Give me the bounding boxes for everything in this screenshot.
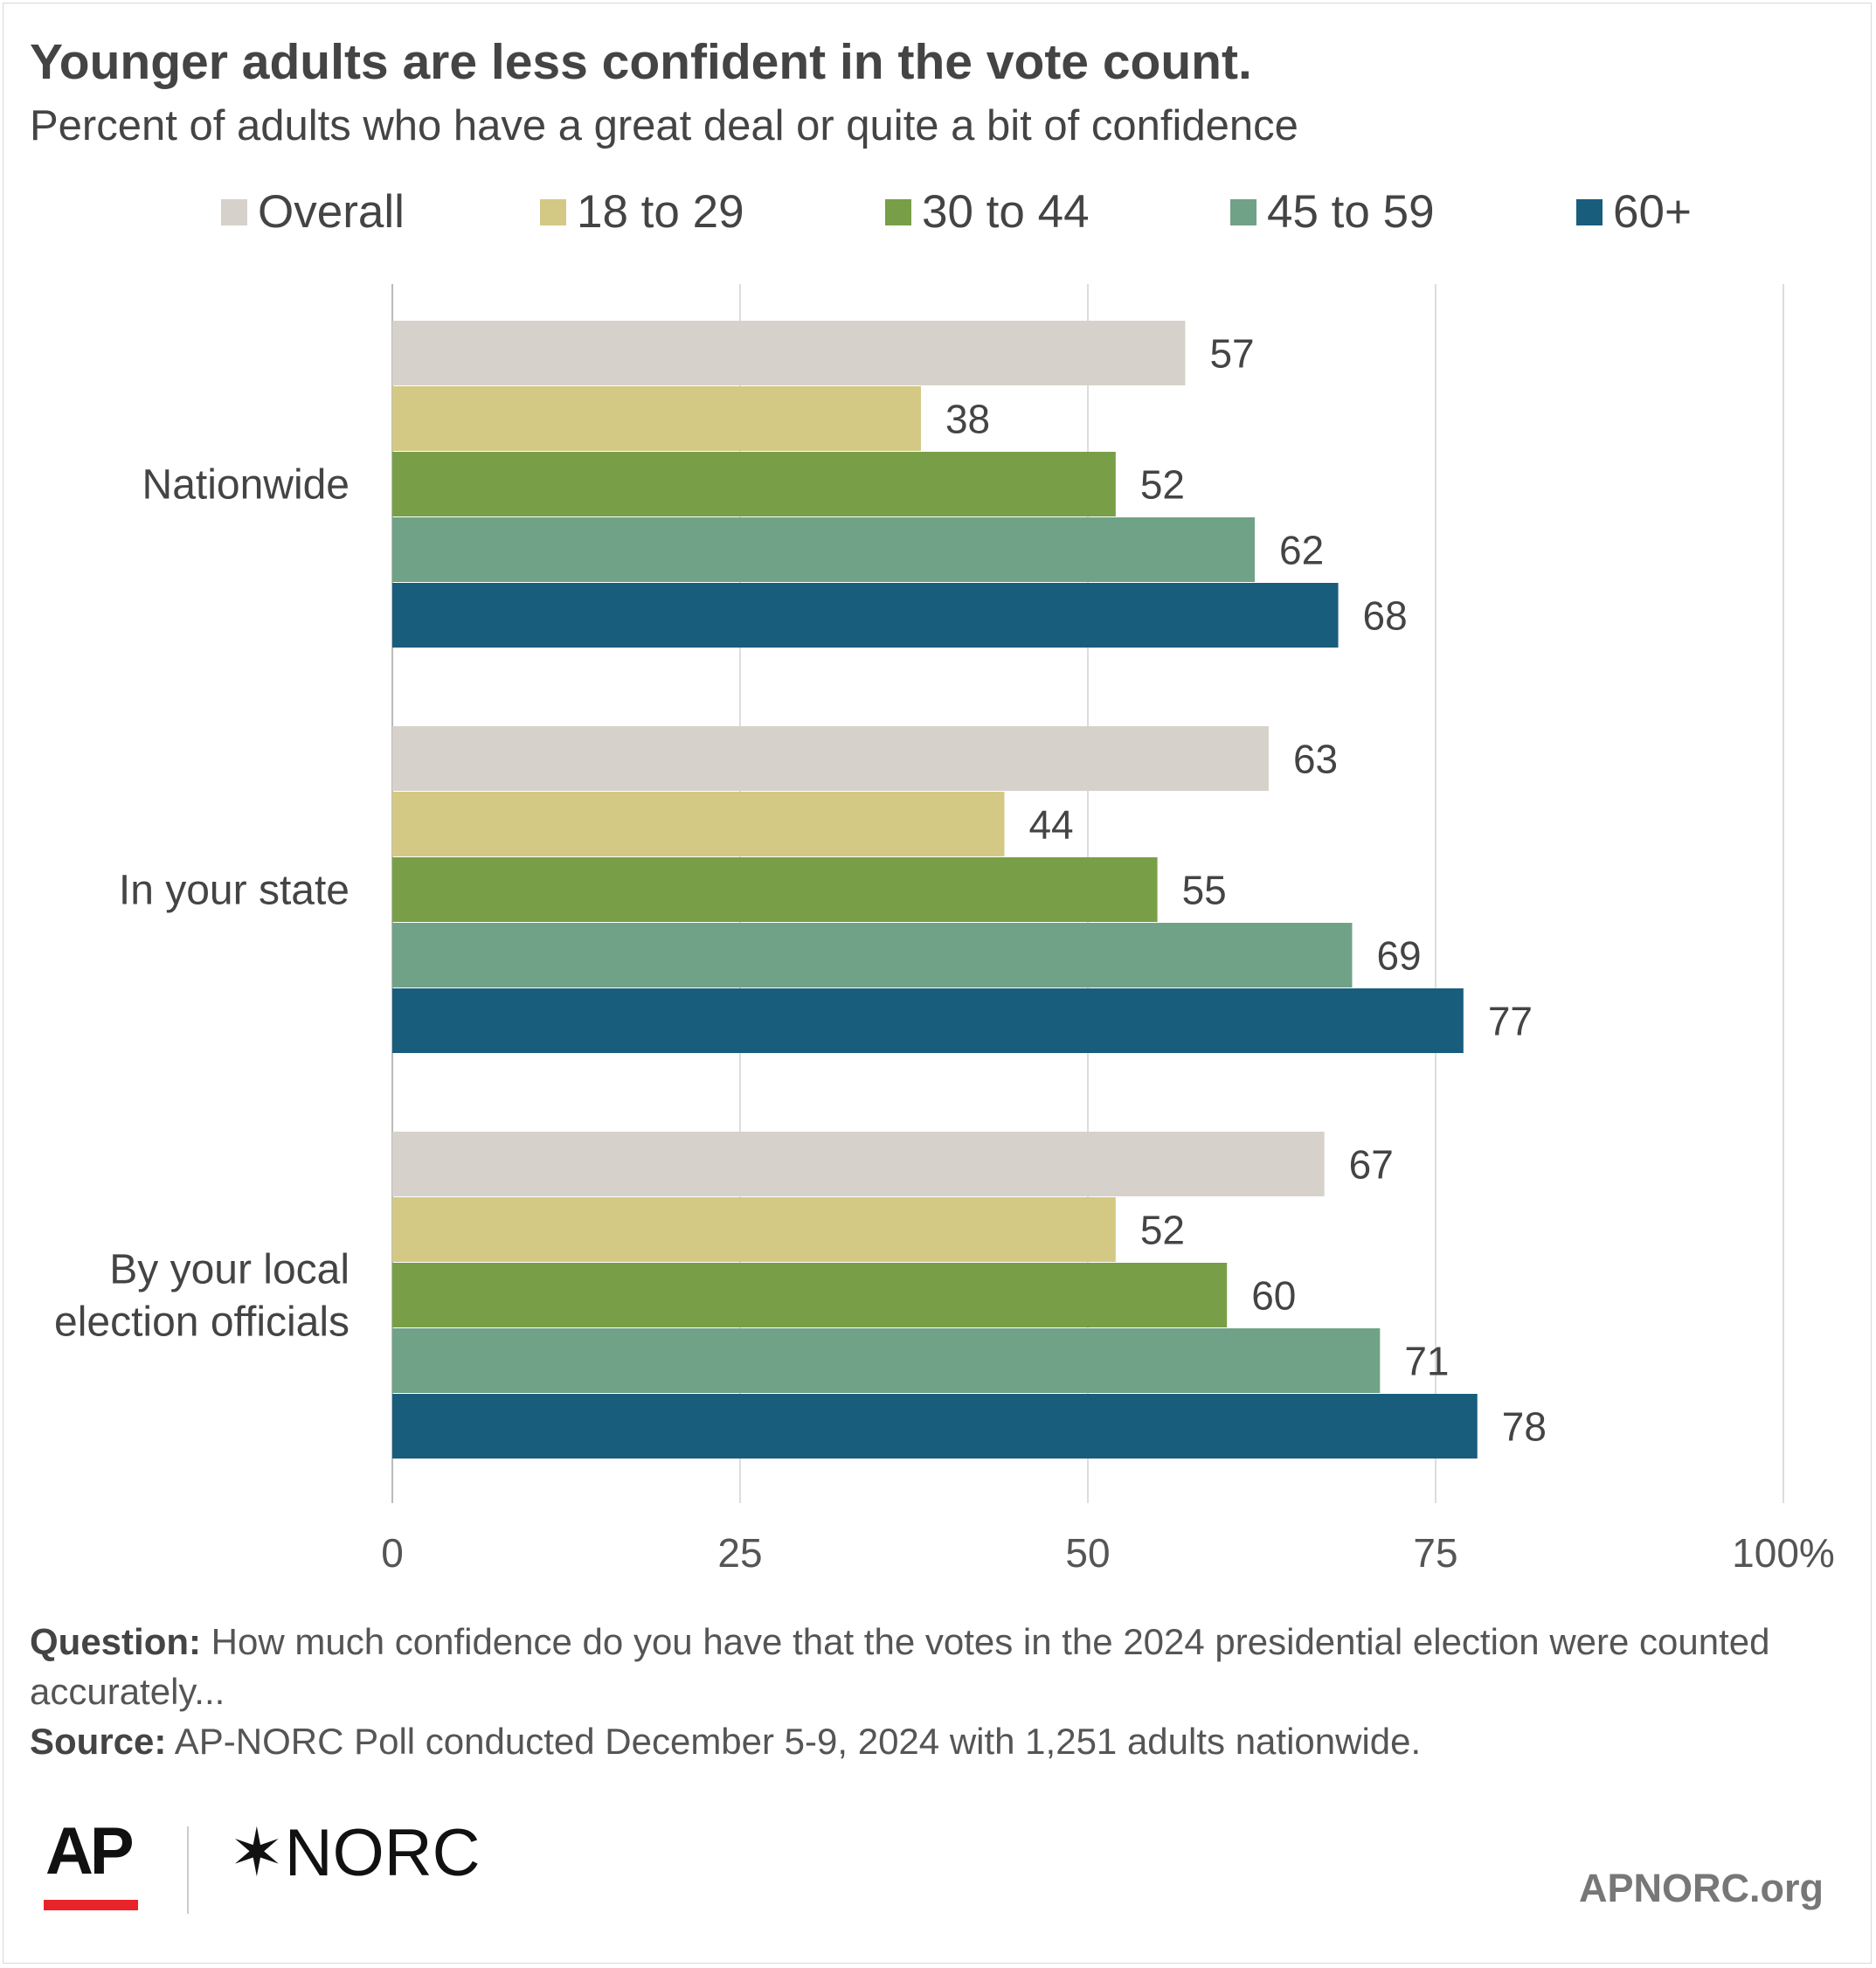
source-label: Source: bbox=[30, 1721, 167, 1762]
chart-title: Younger adults are less confident in the… bbox=[30, 34, 1252, 90]
data-label: 71 bbox=[1404, 1339, 1449, 1384]
source-text: AP-NORC Poll conducted December 5-9, 202… bbox=[174, 1721, 1422, 1762]
legend-swatch bbox=[885, 198, 911, 225]
legend-label: 45 to 59 bbox=[1267, 186, 1435, 238]
data-label: 44 bbox=[1028, 802, 1073, 848]
bar bbox=[392, 1132, 1325, 1196]
data-label: 63 bbox=[1293, 737, 1338, 782]
bar bbox=[392, 452, 1116, 516]
footnote: Question: How much confidence do you hav… bbox=[30, 1617, 1830, 1766]
ap-logo-underline bbox=[44, 1900, 138, 1910]
legend-label: 60+ bbox=[1613, 186, 1692, 238]
bar bbox=[392, 1197, 1116, 1262]
ap-logo: AP bbox=[45, 1814, 135, 1888]
norc-logo: ✶NORC bbox=[229, 1813, 480, 1891]
legend-item-30-to-44: 30 to 44 bbox=[885, 185, 1090, 239]
legend-swatch bbox=[1230, 198, 1256, 225]
data-label: 69 bbox=[1376, 933, 1421, 979]
data-label: 77 bbox=[1488, 999, 1533, 1044]
data-label: 60 bbox=[1251, 1273, 1296, 1319]
source-note: Source: AP-NORC Poll conducted December … bbox=[30, 1716, 1830, 1766]
legend-label: 30 to 44 bbox=[922, 186, 1090, 238]
legend-swatch bbox=[540, 198, 566, 225]
category-label: In your state bbox=[119, 868, 350, 914]
bar bbox=[392, 517, 1256, 582]
legend-item-overall: Overall bbox=[221, 185, 405, 239]
bar bbox=[392, 1394, 1478, 1459]
legend-item-18-to-29: 18 to 29 bbox=[540, 185, 744, 239]
legend-label: Overall bbox=[258, 186, 405, 238]
data-label: 55 bbox=[1182, 868, 1227, 913]
bar-chart: 0 25 50 75 100% 57 38 52 62 68 Nationwide 63 44 55 69 7… bbox=[54, 284, 1835, 1573]
bar bbox=[392, 726, 1269, 791]
data-label: 67 bbox=[1349, 1142, 1394, 1188]
x-tick-label: 75 bbox=[1413, 1530, 1457, 1573]
legend-item-60-plus: 60+ bbox=[1576, 185, 1692, 239]
data-label: 68 bbox=[1363, 593, 1408, 639]
bar bbox=[392, 1263, 1228, 1327]
legend-swatch bbox=[1576, 198, 1603, 225]
chart-frame bbox=[3, 3, 1872, 1964]
question-label: Question: bbox=[30, 1621, 201, 1662]
x-tick-label: 50 bbox=[1065, 1530, 1110, 1573]
question-note: Question: How much confidence do you hav… bbox=[30, 1617, 1830, 1716]
bar bbox=[392, 792, 1005, 856]
data-label: 38 bbox=[945, 397, 990, 442]
legend: Overall 18 to 29 30 to 44 45 to 59 60+ bbox=[0, 185, 1876, 246]
bar bbox=[392, 1328, 1381, 1393]
category-label: election officials bbox=[54, 1299, 350, 1346]
x-tick-label: 100% bbox=[1732, 1530, 1835, 1573]
data-label: 62 bbox=[1279, 528, 1324, 573]
bar bbox=[392, 923, 1353, 987]
logo-divider bbox=[187, 1826, 189, 1914]
bar bbox=[392, 321, 1186, 385]
data-label: 52 bbox=[1140, 462, 1185, 508]
data-label: 78 bbox=[1502, 1404, 1547, 1450]
bar bbox=[392, 988, 1464, 1053]
norc-star-icon: ✶ bbox=[229, 1816, 285, 1890]
bar bbox=[392, 386, 921, 451]
legend-swatch bbox=[221, 198, 247, 225]
bar bbox=[392, 857, 1158, 922]
x-tick-label: 0 bbox=[381, 1530, 404, 1573]
category-label: By your local bbox=[109, 1247, 350, 1293]
site-link[interactable]: APNORC.org bbox=[1579, 1866, 1824, 1910]
legend-item-45-to-59: 45 to 59 bbox=[1230, 185, 1435, 239]
data-label: 52 bbox=[1140, 1208, 1185, 1253]
question-text: How much confidence do you have that the… bbox=[30, 1621, 1770, 1712]
bar bbox=[392, 583, 1339, 648]
chart-subtitle: Percent of adults who have a great deal … bbox=[30, 102, 1298, 149]
x-tick-label: 25 bbox=[717, 1530, 762, 1573]
data-label: 57 bbox=[1209, 331, 1254, 377]
legend-label: 18 to 29 bbox=[577, 186, 744, 238]
norc-logo-text: NORC bbox=[284, 1816, 481, 1890]
category-label: Nationwide bbox=[142, 462, 350, 509]
